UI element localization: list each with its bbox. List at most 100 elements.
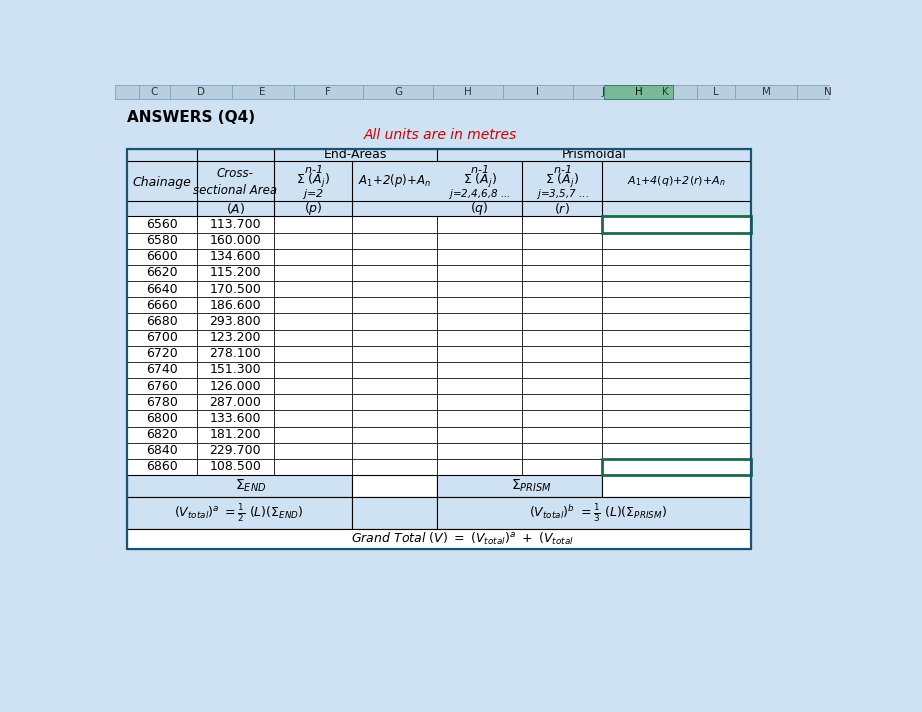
Text: $A_1$+4$(q)$+2$(r)$+$A_n$: $A_1$+4$(q)$+2$(r)$+$A_n$ (627, 174, 726, 188)
Bar (602, 459, 751, 475)
Bar (522, 426, 602, 443)
Bar (602, 410, 751, 426)
Bar (274, 410, 351, 426)
Bar (351, 297, 437, 313)
Text: H: H (464, 87, 472, 97)
Bar (602, 394, 751, 410)
Text: D: D (196, 87, 205, 97)
Bar (351, 426, 437, 443)
Text: $Grand\ Total\ (V)\ =\ (V_{total})^a\ +\ (V_{total}$: $Grand\ Total\ (V)\ =\ (V_{total})^a\ +\… (350, 531, 573, 547)
Text: L: L (713, 87, 719, 97)
Text: 6780: 6780 (146, 396, 178, 409)
Text: $n$-1: $n$-1 (553, 163, 572, 175)
Bar (433, 85, 502, 98)
Bar (351, 394, 437, 410)
Bar (602, 362, 751, 378)
Bar (196, 233, 274, 248)
Text: K: K (662, 87, 668, 97)
Bar (437, 426, 522, 443)
Bar (127, 410, 196, 426)
Bar (602, 459, 751, 475)
Bar (437, 394, 522, 410)
Bar (522, 362, 602, 378)
Text: $(q)$: $(q)$ (470, 200, 489, 217)
Text: $(V_{total})^a\ =\frac{1}{2}\ (L)(\Sigma_{END})$: $(V_{total})^a\ =\frac{1}{2}\ (L)(\Sigma… (174, 502, 304, 524)
Bar (274, 378, 351, 394)
Bar (351, 459, 437, 475)
Text: All units are in metres: All units are in metres (364, 127, 517, 142)
Bar (196, 443, 274, 459)
Bar (604, 85, 673, 98)
Bar (196, 248, 274, 265)
Bar (735, 85, 798, 98)
Bar (351, 265, 437, 281)
Text: N: N (824, 87, 833, 97)
Bar (573, 85, 634, 98)
Bar (602, 443, 751, 459)
Text: $(V_{total})^b\ =\frac{1}{3}\ (L)(\Sigma_{PRISM})$: $(V_{total})^b\ =\frac{1}{3}\ (L)(\Sigma… (528, 502, 667, 524)
Bar (696, 85, 735, 98)
Text: $A_1$+2$(p)$+$A_n$: $A_1$+2$(p)$+$A_n$ (358, 172, 431, 189)
Bar (196, 410, 274, 426)
Bar (602, 216, 751, 233)
Bar (196, 297, 274, 313)
Bar (274, 426, 351, 443)
Bar (127, 475, 351, 497)
Bar (196, 378, 274, 394)
Bar (274, 297, 351, 313)
Bar (127, 248, 196, 265)
Text: 123.200: 123.200 (209, 331, 261, 344)
Text: M: M (762, 87, 771, 97)
Bar (231, 85, 293, 98)
Bar (127, 497, 351, 529)
Text: 181.200: 181.200 (209, 428, 261, 441)
Text: 229.700: 229.700 (209, 444, 261, 457)
Bar (437, 459, 522, 475)
Bar (274, 233, 351, 248)
Text: 287.000: 287.000 (209, 396, 261, 409)
Bar (274, 443, 351, 459)
Bar (798, 85, 859, 98)
Bar (196, 394, 274, 410)
Text: 108.500: 108.500 (209, 461, 261, 473)
Bar (127, 149, 751, 216)
Text: $\Sigma\ (A_j)$: $\Sigma\ (A_j)$ (545, 172, 579, 190)
Bar (602, 330, 751, 346)
Bar (351, 475, 437, 497)
Text: 115.200: 115.200 (209, 266, 261, 279)
Text: 6760: 6760 (146, 379, 178, 392)
Text: 6640: 6640 (146, 283, 178, 295)
Bar (437, 362, 522, 378)
Bar (274, 248, 351, 265)
Bar (351, 362, 437, 378)
Bar (522, 265, 602, 281)
Text: $(A)$: $(A)$ (226, 201, 245, 216)
Bar (437, 265, 522, 281)
Bar (602, 233, 751, 248)
Bar (170, 85, 231, 98)
Bar (602, 265, 751, 281)
Text: Chainage: Chainage (133, 176, 191, 189)
Text: I: I (536, 87, 539, 97)
Bar (502, 85, 573, 98)
Bar (127, 529, 751, 549)
Bar (522, 459, 602, 475)
Bar (437, 346, 522, 362)
Bar (115, 85, 830, 98)
Text: $n$-1: $n$-1 (303, 163, 322, 175)
Bar (634, 85, 696, 98)
Bar (196, 459, 274, 475)
Bar (602, 475, 751, 497)
Bar (522, 233, 602, 248)
Bar (437, 330, 522, 346)
Bar (351, 346, 437, 362)
Bar (274, 394, 351, 410)
Bar (363, 85, 433, 98)
Bar (522, 346, 602, 362)
Text: $\Sigma\ (A_j)$: $\Sigma\ (A_j)$ (296, 172, 330, 190)
Bar (437, 378, 522, 394)
Bar (602, 216, 751, 233)
Text: 134.600: 134.600 (209, 250, 261, 263)
Text: E: E (259, 87, 266, 97)
Text: 160.000: 160.000 (209, 234, 261, 247)
